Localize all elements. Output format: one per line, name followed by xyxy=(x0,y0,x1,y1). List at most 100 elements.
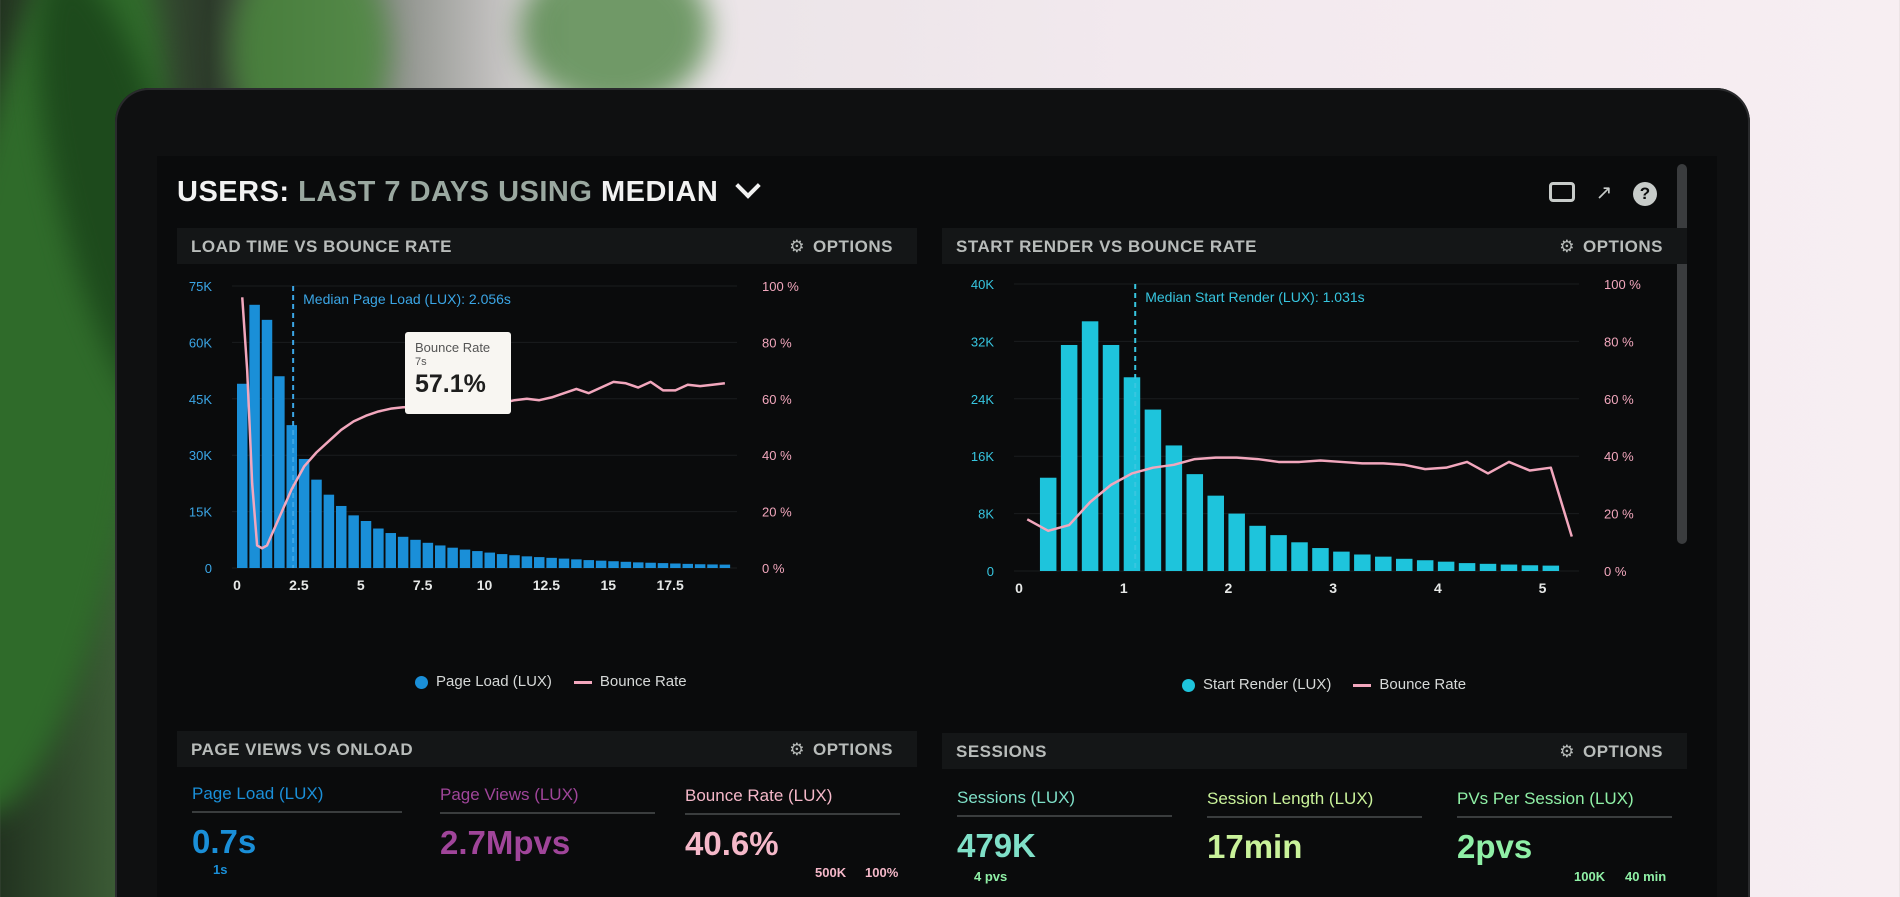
y2-tick-label: 40 % xyxy=(1604,449,1634,464)
x-tick-label: 0 xyxy=(1015,580,1023,596)
y-tick-label: 75K xyxy=(189,279,212,294)
chart-bar xyxy=(608,561,619,568)
y-tick-label: 24K xyxy=(971,392,994,407)
chart-bar xyxy=(459,549,471,568)
options-button[interactable]: ⚙ OPTIONS xyxy=(789,237,893,257)
kpi-sessions[interactable]: Sessions (LUX) 479K xyxy=(957,788,1172,865)
chart-bar xyxy=(249,304,260,568)
chart-bar xyxy=(670,563,681,568)
chart-bar xyxy=(1060,344,1078,571)
kpi-bounce-rate[interactable]: Bounce Rate (LUX) 40.6% xyxy=(685,786,900,863)
kpi-page-load[interactable]: Page Load (LUX) 0.7s xyxy=(192,784,402,861)
chart-bar xyxy=(1354,554,1371,571)
y-tick-label: 40K xyxy=(971,277,994,292)
chart-bar xyxy=(682,563,693,568)
x-tick-label: 17.5 xyxy=(657,577,684,593)
chart-bar xyxy=(447,547,458,568)
options-button[interactable]: ⚙ OPTIONS xyxy=(1559,237,1663,257)
kpi-label: Page Views (LUX) xyxy=(440,785,655,814)
options-button[interactable]: ⚙ OPTIONS xyxy=(1559,742,1663,762)
y-tick-label: 32K xyxy=(971,334,994,349)
legend-item[interactable]: Page Load (LUX) xyxy=(415,673,552,690)
chart-bar xyxy=(521,556,533,568)
chart-bar xyxy=(694,564,706,568)
share-icon[interactable]: ↗ xyxy=(1595,182,1613,204)
kpi-subvalue: 1s xyxy=(213,862,228,877)
chart-bar xyxy=(1416,560,1434,571)
chart-legend: Start Render (LUX) Bounce Rate xyxy=(1182,676,1466,693)
y2-tick-label: 40 % xyxy=(762,448,792,463)
chart-legend: Page Load (LUX) Bounce Rate xyxy=(415,673,687,690)
chart-bar xyxy=(1081,321,1099,571)
chart-bar xyxy=(360,521,372,568)
kpi-value: 0.7s xyxy=(192,823,257,860)
chart-bar xyxy=(311,479,322,568)
help-icon[interactable]: ? xyxy=(1633,182,1657,206)
chart-bar xyxy=(1375,556,1392,571)
chart-bar xyxy=(546,557,557,568)
chart-bar xyxy=(1395,558,1413,571)
gear-icon: ⚙ xyxy=(1559,237,1575,256)
kpi-subvalue: 4 pvs xyxy=(974,869,1008,884)
chevron-down-icon[interactable] xyxy=(735,173,761,199)
chart-bar xyxy=(1333,551,1350,571)
chart-bar xyxy=(397,536,409,568)
options-button[interactable]: ⚙ OPTIONS xyxy=(789,740,893,760)
kpi-label: PVs Per Session (LUX) xyxy=(1457,789,1672,818)
chart-bar xyxy=(1500,564,1518,571)
legend-label: Bounce Rate xyxy=(1379,676,1467,693)
y-tick-label: 0 xyxy=(987,564,994,579)
header-icons: ↗ ? xyxy=(1549,182,1657,206)
chart-bar xyxy=(1102,344,1120,571)
chart-bar xyxy=(261,319,273,568)
chart-bar xyxy=(707,564,718,568)
x-tick-label: 3 xyxy=(1329,580,1337,596)
gear-icon: ⚙ xyxy=(789,740,805,759)
panel-load-time: LOAD TIME VS BOUNCE RATE ⚙ OPTIONS xyxy=(177,228,917,748)
kpi-subvalue: 40 min xyxy=(1625,869,1667,884)
chart-bar xyxy=(1144,409,1162,571)
chart-bar xyxy=(558,558,570,568)
options-label: OPTIONS xyxy=(1582,742,1663,761)
legend-item[interactable]: Bounce Rate xyxy=(1353,676,1466,693)
legend-dot xyxy=(415,675,428,689)
chart-bar xyxy=(237,383,248,568)
chart-bar xyxy=(1542,565,1560,571)
page-title[interactable]: USERS: LAST 7 DAYS USING MEDIAN xyxy=(177,173,761,209)
y2-tick-label: 100 % xyxy=(762,279,799,294)
legend-item[interactable]: Bounce Rate xyxy=(573,673,687,690)
median-annotation: Median Start Render (LUX): 1.031s xyxy=(1145,289,1364,305)
title-metric: MEDIAN xyxy=(600,176,719,208)
chart-bar xyxy=(373,528,384,568)
scrollbar[interactable] xyxy=(1677,164,1687,544)
legend-item[interactable]: Start Render (LUX) xyxy=(1182,676,1331,693)
kpi-subvalue: 100K xyxy=(1574,869,1606,884)
chart-bar xyxy=(1270,535,1287,571)
kpi-session-length[interactable]: Session Length (LUX) 17min xyxy=(1207,789,1422,866)
chart-bar xyxy=(620,561,632,568)
y2-tick-label: 100 % xyxy=(1604,277,1641,292)
kpi-pvs-per-session[interactable]: PVs Per Session (LUX) 2pvs xyxy=(1457,789,1672,866)
kpi-label: Page Load (LUX) xyxy=(192,784,402,813)
chart-bar xyxy=(1521,565,1539,571)
panel-title: START RENDER VS BOUNCE RATE xyxy=(956,237,1257,256)
panel-page-views: PAGE VIEWS VS ONLOAD ⚙ OPTIONS xyxy=(177,731,917,897)
x-tick-label: 7.5 xyxy=(413,577,433,593)
kpi-label: Session Length (LUX) xyxy=(1207,789,1422,818)
y2-tick-label: 20 % xyxy=(1604,507,1634,522)
chart-bar xyxy=(422,542,434,568)
chart-bar xyxy=(657,563,669,568)
y2-tick-label: 80 % xyxy=(762,335,792,350)
chart-bar xyxy=(719,564,731,568)
y-tick-label: 45K xyxy=(189,392,212,407)
monitor-icon[interactable] xyxy=(1549,182,1575,204)
legend-line xyxy=(573,680,592,684)
x-tick-label: 5 xyxy=(357,577,365,593)
panel-start-render: START RENDER VS BOUNCE RATE ⚙ OPTIONS xyxy=(942,228,1687,748)
y2-tick-label: 0 % xyxy=(1604,564,1627,579)
legend-dot xyxy=(1182,678,1195,692)
chart-bar xyxy=(509,555,520,568)
y2-tick-label: 0 % xyxy=(762,561,785,576)
chart-bar xyxy=(410,539,421,568)
kpi-page-views[interactable]: Page Views (LUX) 2.7Mpvs xyxy=(440,785,655,862)
